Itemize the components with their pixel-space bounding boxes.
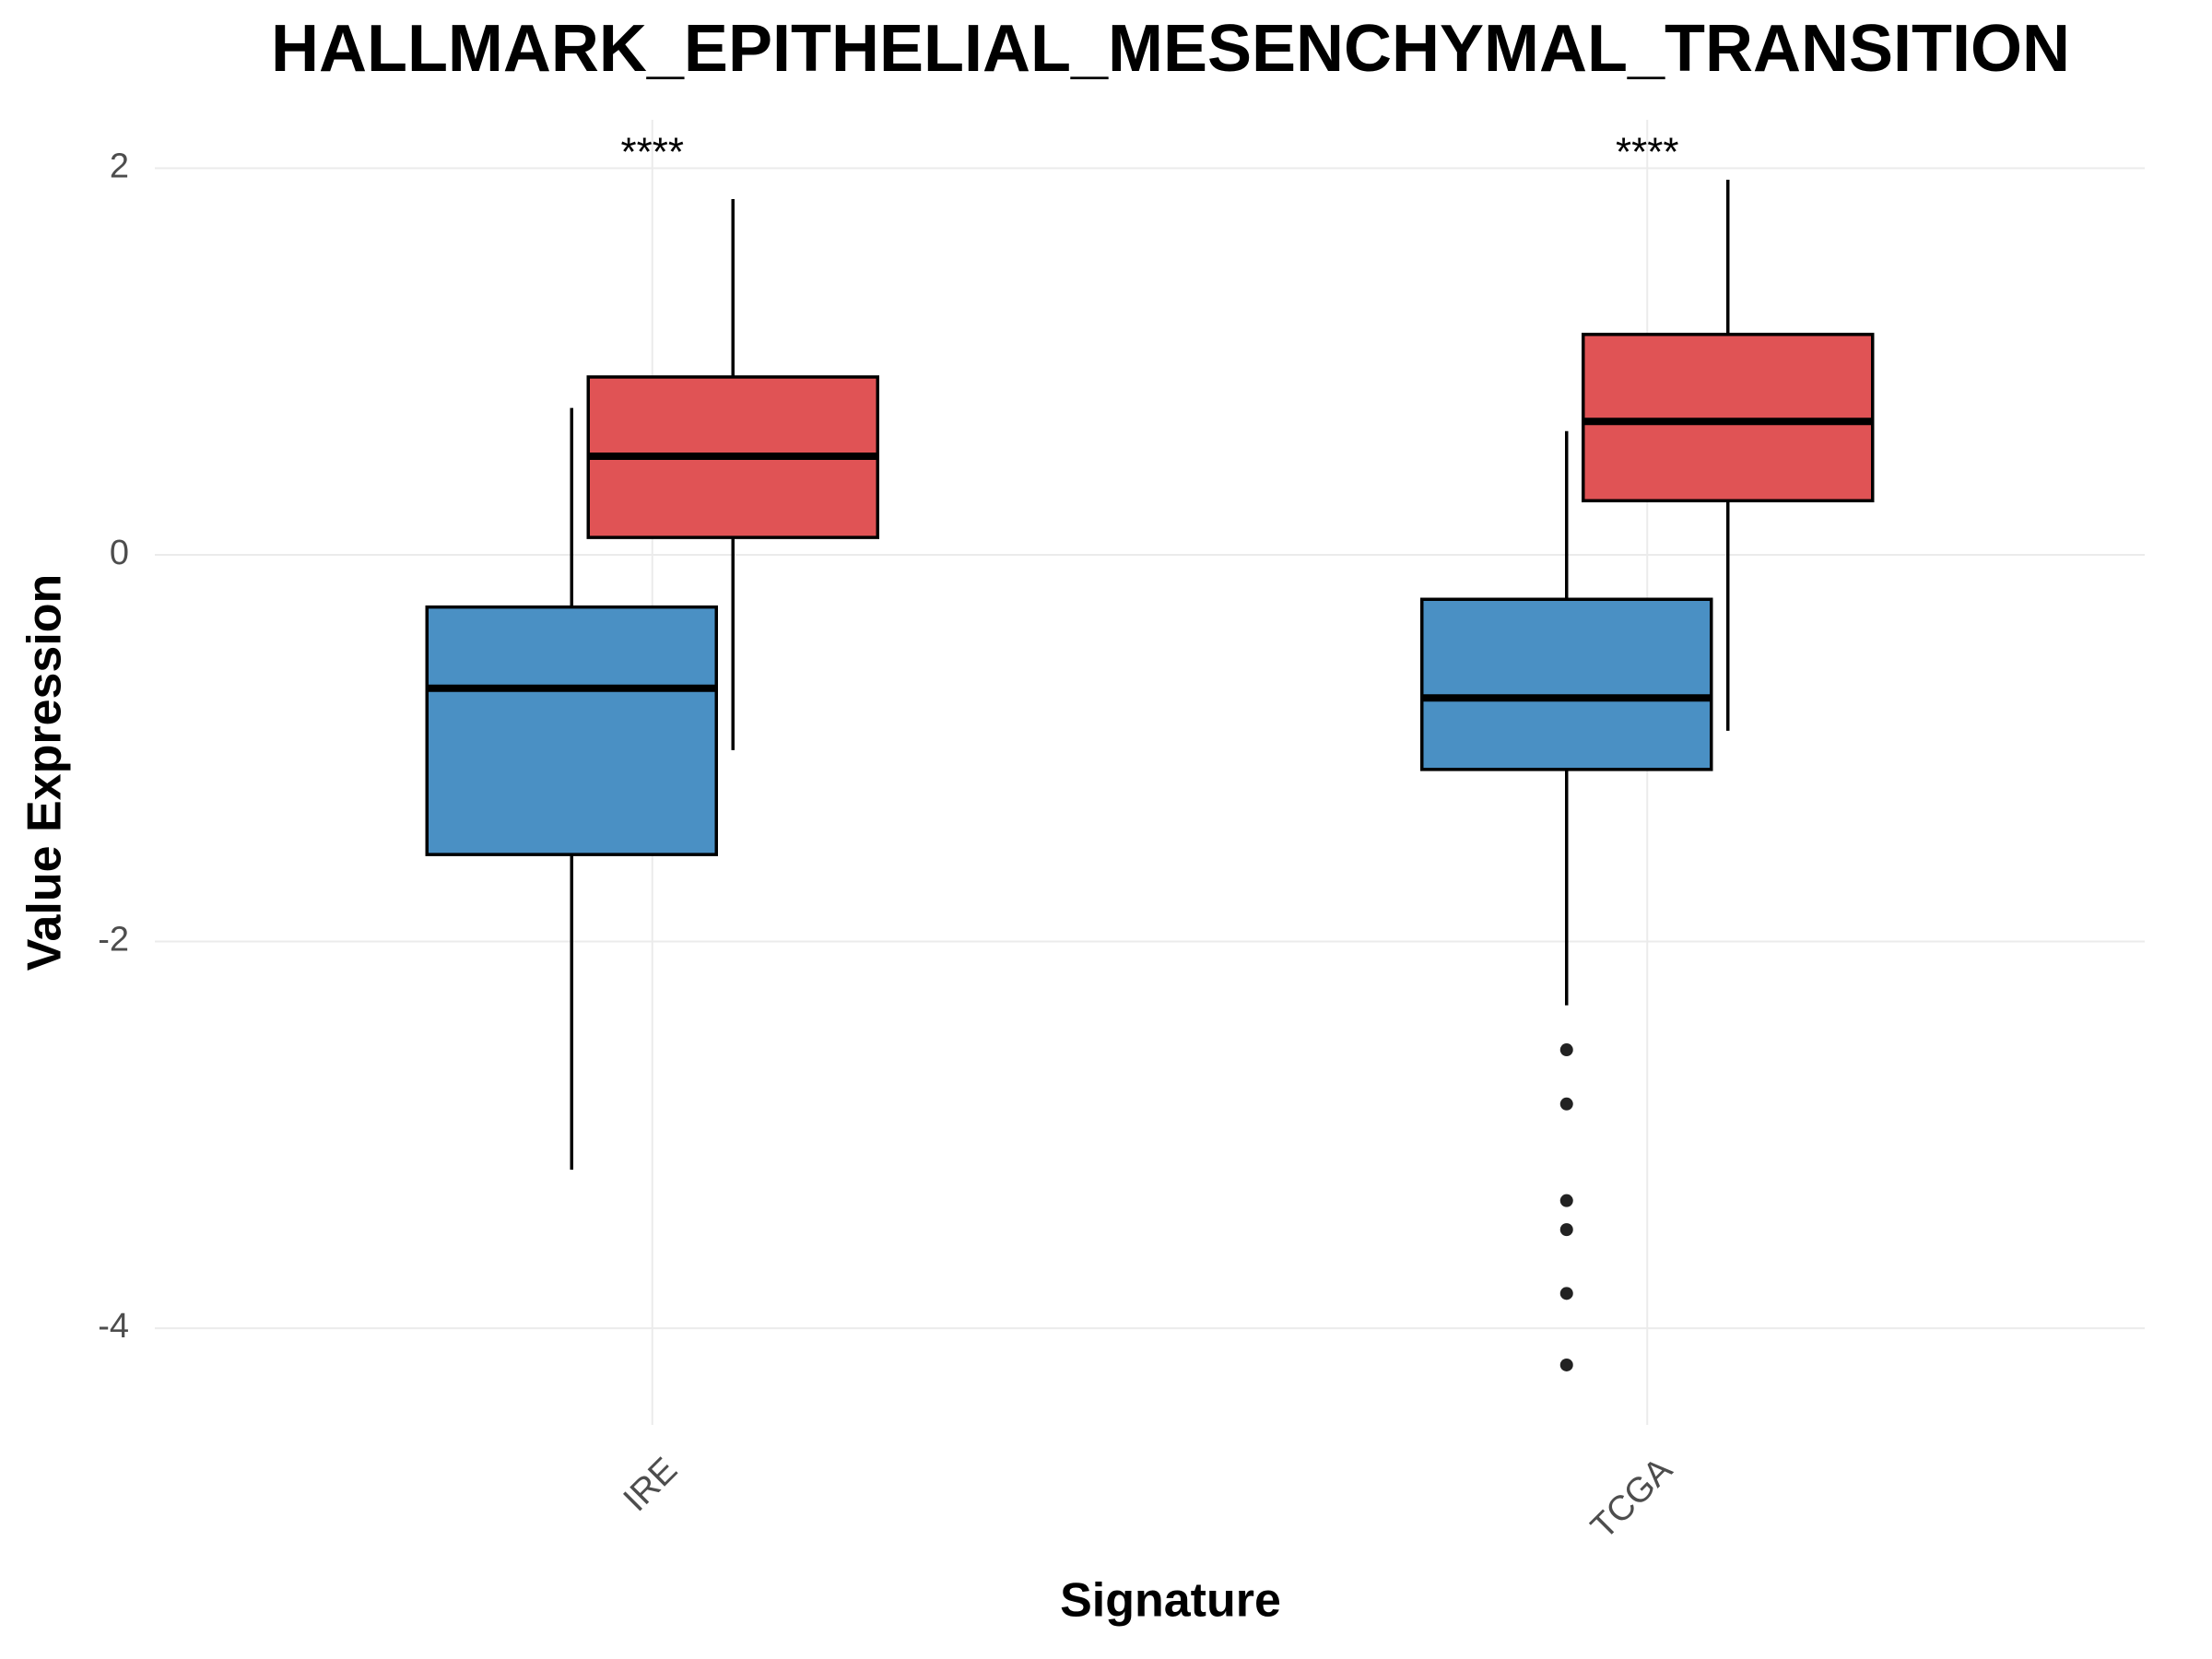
x-axis-label: Signature <box>1060 1574 1281 1628</box>
outlier <box>1559 1043 1573 1057</box>
outlier <box>1559 1097 1573 1111</box>
box <box>1420 597 1713 771</box>
outlier <box>1559 1223 1573 1237</box>
y-tick-label: -2 <box>98 921 129 959</box>
y-tick-label: 0 <box>110 534 129 572</box>
y-tick-label: 2 <box>110 147 129 185</box>
y-tick-label: -4 <box>98 1307 129 1346</box>
box <box>1582 333 1875 503</box>
y-axis-label: Value Expression <box>18 574 72 971</box>
box <box>425 605 718 856</box>
outlier <box>1559 1358 1573 1371</box>
significance-label: **** <box>1616 130 1679 175</box>
outlier <box>1559 1194 1573 1207</box>
chart-title: HALLMARK_EPITHELIAL_MESENCHYMAL_TRANSITI… <box>271 12 2070 86</box>
significance-label: **** <box>621 130 685 175</box>
outlier <box>1559 1287 1573 1300</box>
